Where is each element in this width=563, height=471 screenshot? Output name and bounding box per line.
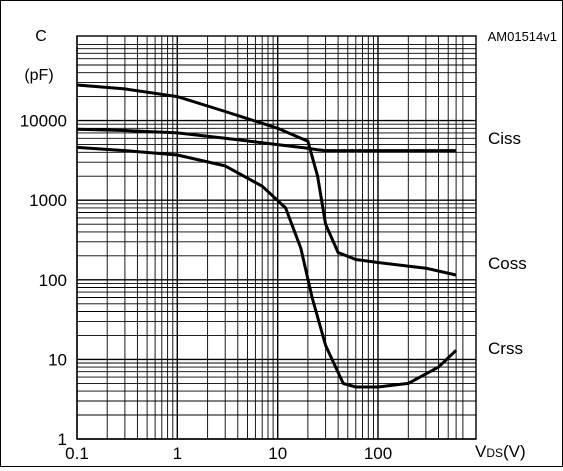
x-axis-label-sub: DS xyxy=(486,446,503,460)
y-tick-label: 100 xyxy=(39,271,67,290)
series-crss-line xyxy=(76,145,458,389)
figure-id: AM01514v1 xyxy=(488,29,557,44)
series-label-ciss: Ciss xyxy=(488,129,521,148)
x-axis-label: VDS(V) xyxy=(475,442,526,461)
y-tick-label: 1000 xyxy=(29,191,67,210)
plot-border xyxy=(76,35,477,440)
series-label-coss: Coss xyxy=(488,254,527,273)
x-tick-label: 10 xyxy=(268,444,287,463)
series-coss-line xyxy=(76,83,457,277)
y-tick-label: 10000 xyxy=(20,112,67,131)
x-tick-label: 1 xyxy=(173,444,182,463)
y-tick-label: 1 xyxy=(58,430,67,449)
y-axis-label-unit: (pF) xyxy=(24,67,53,84)
x-tick-label: 0.1 xyxy=(65,444,89,463)
y-tick-label: 10 xyxy=(48,350,67,369)
x-axis-label-unit: (V) xyxy=(503,442,526,461)
y-axis-label-c: C xyxy=(35,28,47,45)
x-axis-label-main: V xyxy=(475,442,487,461)
curves xyxy=(76,83,458,389)
series-ciss-line xyxy=(76,127,457,153)
series-label-crss: Crss xyxy=(488,339,523,358)
series-labels: Ciss Coss Crss xyxy=(488,129,527,358)
x-tick-label: 100 xyxy=(364,444,392,463)
